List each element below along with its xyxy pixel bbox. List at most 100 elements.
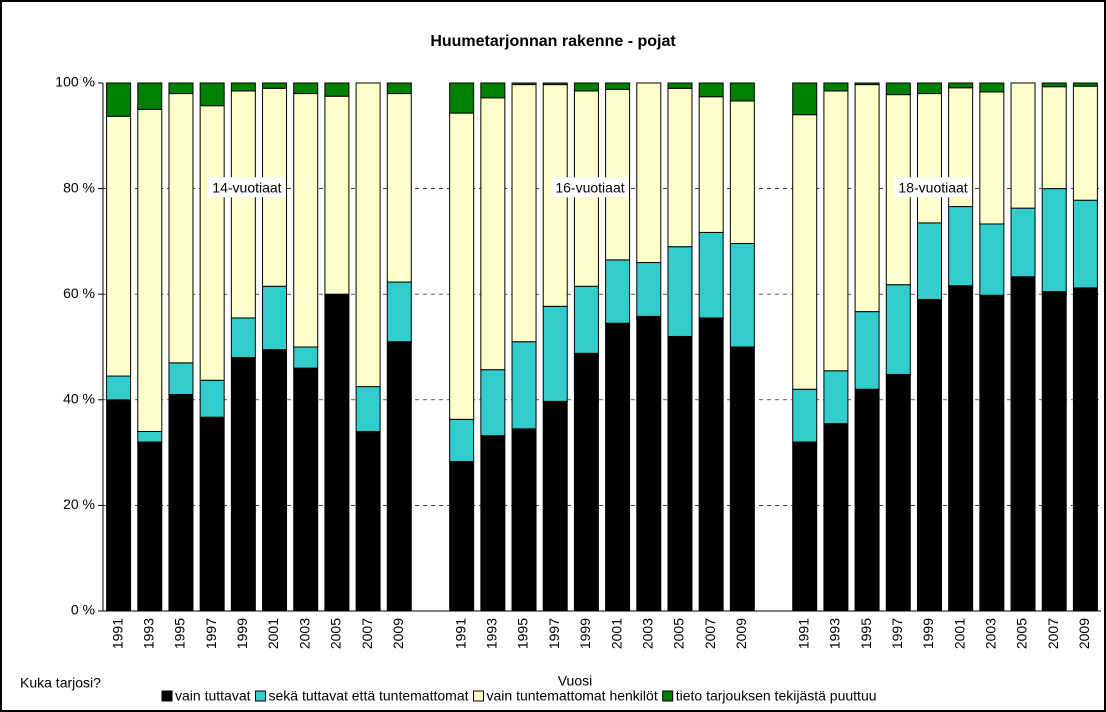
- legend-swatch: [662, 690, 674, 702]
- bar-segment: [573, 285, 599, 354]
- bar-segment: [199, 416, 225, 612]
- bar-segment: [137, 108, 163, 432]
- bar-segment: [605, 322, 631, 612]
- bar-segment: [1072, 82, 1098, 87]
- x-tick-label: 1991: [109, 618, 125, 649]
- y-tick-label: 100 %: [55, 74, 95, 90]
- bar-segment: [667, 246, 693, 337]
- bar-segment: [262, 285, 288, 351]
- x-tick-label: 1991: [795, 618, 811, 649]
- bar-segment: [854, 311, 880, 390]
- bar-segment: [168, 93, 194, 364]
- y-tick-label: 80 %: [63, 179, 95, 195]
- bar-segment: [667, 335, 693, 612]
- bar-segment: [916, 82, 942, 95]
- bar-segment: [355, 386, 381, 432]
- x-tick-label: 1999: [577, 618, 593, 649]
- legend-swatch: [161, 690, 173, 702]
- x-tick-label: 2001: [951, 618, 967, 649]
- x-tick-label: 2003: [296, 618, 312, 649]
- bar-segment: [293, 346, 319, 369]
- bar-segment: [449, 82, 475, 114]
- bar-segment: [916, 298, 942, 612]
- bar-segment: [386, 281, 412, 343]
- x-tick-label: 2009: [1076, 618, 1092, 649]
- bar-segment: [823, 423, 849, 612]
- legend-label: tieto tarjouksen tekijästä puuttuu: [676, 688, 877, 704]
- bar-segment: [854, 388, 880, 612]
- bar-segment: [355, 430, 381, 612]
- bar-segment: [667, 87, 693, 248]
- bar-segment: [698, 231, 724, 319]
- x-tick-label: 2001: [265, 618, 281, 649]
- legend-title: Kuka tarjosi?: [20, 675, 101, 691]
- legend-label: vain tuttavat: [175, 688, 251, 704]
- bar-segment: [293, 367, 319, 612]
- bar-segment: [106, 115, 132, 377]
- bar-segment: [636, 315, 662, 612]
- bar-segment: [573, 352, 599, 612]
- bar-segment: [542, 82, 568, 86]
- x-tick-label: 2009: [390, 618, 406, 649]
- x-tick-label: 2005: [1014, 618, 1030, 649]
- annotation-box: [894, 177, 972, 198]
- x-axis-label: Vuosi: [558, 673, 593, 689]
- bar-segment: [511, 84, 537, 343]
- bar-segment: [1041, 82, 1067, 88]
- bar-segment: [1041, 291, 1067, 612]
- bar-segment: [230, 82, 256, 92]
- bar-segment: [386, 341, 412, 612]
- bar-segment: [573, 82, 599, 92]
- bar-segment: [168, 394, 194, 612]
- bar-segment: [792, 82, 818, 116]
- x-tick-label: 2005: [328, 618, 344, 649]
- bar-segment: [1041, 86, 1067, 190]
- bar-segment: [979, 294, 1005, 612]
- x-tick-label: 1997: [203, 618, 219, 649]
- bar-segment: [605, 88, 631, 261]
- bar-segment: [480, 435, 506, 612]
- x-tick-label: 2003: [639, 618, 655, 649]
- x-tick-label: 1993: [140, 618, 156, 649]
- x-tick-label: 1995: [515, 618, 531, 649]
- x-tick-label: 1991: [452, 618, 468, 649]
- bar-segment: [480, 82, 506, 99]
- x-tick-label: 1995: [858, 618, 874, 649]
- bar-segment: [137, 82, 163, 110]
- bar-segment: [792, 388, 818, 443]
- bar-segment: [199, 379, 225, 418]
- bar-segment: [324, 95, 350, 295]
- bar-segment: [293, 93, 319, 348]
- x-tick-label: 2007: [702, 618, 718, 649]
- annotation-box: [208, 177, 286, 198]
- bar-segment: [948, 285, 974, 612]
- bar-segment: [823, 370, 849, 425]
- annotation: 16-vuotiaat: [555, 179, 624, 195]
- bar-segment: [729, 243, 755, 348]
- bar-segment: [511, 341, 537, 430]
- bar-segment: [979, 91, 1005, 225]
- bar-segment: [698, 82, 724, 98]
- x-tick-label: 1999: [234, 618, 250, 649]
- bar-segment: [698, 96, 724, 233]
- y-tick-label: 0 %: [71, 602, 95, 618]
- bar-segment: [729, 82, 755, 102]
- bar-segment: [698, 317, 724, 612]
- bar-segment: [386, 93, 412, 283]
- bar-segment: [1010, 82, 1036, 209]
- bar-segment: [605, 259, 631, 324]
- x-tick-label: 1993: [827, 618, 843, 649]
- bar-segment: [542, 305, 568, 402]
- x-tick-label: 2007: [1045, 618, 1061, 649]
- bar-segment: [1010, 276, 1036, 612]
- bar-segment: [199, 105, 225, 381]
- bar-segment: [948, 82, 974, 89]
- bar-segment: [449, 418, 475, 463]
- bar-segment: [230, 357, 256, 612]
- x-tick-label: 1999: [920, 618, 936, 649]
- annotation: 14-vuotiaat: [212, 179, 281, 195]
- bar-segment: [106, 375, 132, 401]
- bar-segment: [137, 441, 163, 612]
- bar-segment: [230, 317, 256, 359]
